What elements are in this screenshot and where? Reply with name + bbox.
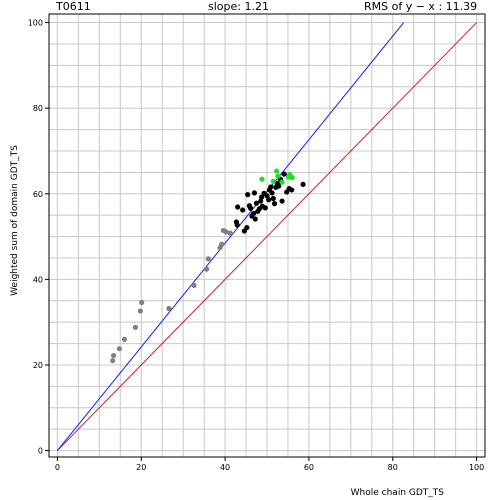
x-tick-label: 100 xyxy=(469,463,484,472)
data-point-black xyxy=(250,210,257,217)
data-point-gray xyxy=(227,230,233,236)
y-tick-label: 40 xyxy=(33,275,43,284)
data-point-gray xyxy=(166,305,172,312)
data-point-black xyxy=(258,194,265,200)
data-point-black xyxy=(234,222,240,228)
x-axis-label: Whole chain GDT_TS xyxy=(351,488,445,498)
target-id-label: T0611 xyxy=(56,0,91,13)
y-tick-label: 60 xyxy=(33,190,43,199)
data-point-gray xyxy=(121,336,128,342)
x-tick-label: 80 xyxy=(388,463,398,472)
axis-ticks: 0 20 40 60 80 100 0 20 40 60 80 100 xyxy=(28,19,485,472)
x-tick-label: 0 xyxy=(55,463,60,472)
plot-frame xyxy=(48,13,486,458)
y-tick-label: 80 xyxy=(33,104,43,113)
data-point-gray xyxy=(110,352,117,359)
data-point-gray xyxy=(116,346,123,352)
data-points xyxy=(110,168,306,364)
data-point-black xyxy=(252,216,258,222)
data-point-black xyxy=(253,200,260,206)
identity-line xyxy=(57,22,477,451)
data-point-black xyxy=(276,183,282,189)
rms-label: RMS of y − x : 11.39 xyxy=(364,0,478,13)
data-point-black xyxy=(244,224,250,231)
grid-lines xyxy=(49,14,485,457)
data-point-green xyxy=(289,174,295,181)
data-point-green xyxy=(275,173,281,179)
data-point-green xyxy=(274,168,280,174)
data-point-black xyxy=(300,181,306,187)
data-point-gray xyxy=(132,324,138,330)
slope-label: slope: 1.21 xyxy=(208,0,269,13)
data-point-gray xyxy=(223,229,229,235)
x-tick-label: 40 xyxy=(220,463,230,472)
data-point-black xyxy=(245,192,251,198)
data-point-gray xyxy=(191,282,197,288)
data-point-gray xyxy=(219,241,225,247)
data-point-black xyxy=(270,195,276,202)
data-point-black xyxy=(268,184,274,190)
y-axis-label: Weighted sum of domain GDT_TS xyxy=(10,145,20,296)
data-point-black xyxy=(266,197,272,203)
data-point-black xyxy=(235,204,241,210)
data-point-black xyxy=(281,171,287,177)
data-point-gray xyxy=(137,308,143,314)
y-tick-label: 20 xyxy=(33,361,43,370)
data-point-black xyxy=(271,201,278,207)
data-point-green xyxy=(270,178,276,184)
data-point-gray xyxy=(205,256,211,262)
data-point-green xyxy=(259,176,265,182)
data-point-gray xyxy=(139,299,145,306)
data-point-black xyxy=(240,207,246,213)
data-point-black xyxy=(279,198,285,204)
x-tick-label: 60 xyxy=(304,463,314,472)
data-point-black xyxy=(269,190,275,196)
data-point-black xyxy=(251,190,258,196)
data-point-green xyxy=(279,179,285,185)
data-point-gray xyxy=(110,358,116,364)
fit-line xyxy=(56,22,405,451)
data-point-gray xyxy=(204,266,210,272)
data-point-black xyxy=(262,205,268,211)
data-point-black xyxy=(248,205,254,211)
y-tick-label: 100 xyxy=(28,19,43,28)
y-tick-label: 0 xyxy=(38,447,43,456)
reference-lines xyxy=(56,22,477,451)
x-tick-label: 20 xyxy=(136,463,146,472)
data-point-black xyxy=(289,187,295,193)
